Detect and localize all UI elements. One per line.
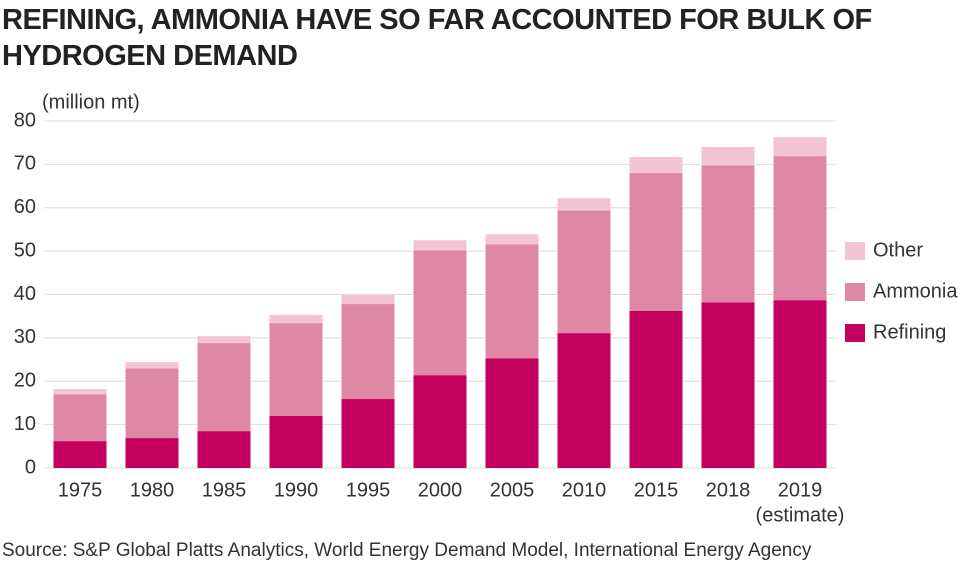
bar-segment — [413, 375, 467, 468]
bar-segment — [269, 314, 323, 324]
bar-segment — [557, 333, 611, 468]
x-tick-label: 2005 — [490, 479, 535, 501]
y-tick-label: 10 — [14, 413, 36, 435]
bar-segment — [485, 234, 539, 245]
bar-segment — [701, 302, 755, 468]
bar-segment — [485, 244, 539, 359]
bar-segment — [269, 323, 323, 416]
bar-segment — [53, 441, 107, 468]
x-tick-label: 1990 — [274, 479, 319, 501]
bar-segment — [341, 294, 395, 305]
bar-segment — [773, 156, 827, 301]
bar-segment — [413, 250, 467, 376]
bar-segment — [269, 415, 323, 468]
x-tick-label: 2019 — [778, 479, 823, 501]
bar-segment — [413, 240, 467, 251]
x-tick-label: 1995 — [346, 479, 391, 501]
x-tick-label: 2018 — [706, 479, 751, 501]
legend-label: Refining — [873, 321, 946, 343]
bar-segment — [125, 362, 179, 369]
legend-label: Other — [873, 239, 923, 261]
source-note: Source: S&P Global Platts Analytics, Wor… — [2, 540, 812, 561]
legend-swatch — [845, 324, 865, 342]
legend-swatch — [845, 283, 865, 301]
bar-segment — [125, 368, 179, 439]
bar-segment — [341, 399, 395, 468]
bar-segment — [557, 198, 611, 211]
y-tick-label: 60 — [14, 196, 36, 218]
x-tick-label: 2000 — [418, 479, 463, 501]
bar-segment — [197, 336, 251, 344]
bar-segment — [701, 147, 755, 166]
y-tick-label: 30 — [14, 326, 36, 348]
chart: (million mt) 0 10 20 30 40 50 60 70 80 1975 1980 19… — [14, 91, 959, 526]
bar-segment — [125, 438, 179, 468]
bar-segment — [197, 343, 251, 432]
y-tick-label: 40 — [14, 283, 36, 305]
bar-segment — [773, 137, 827, 157]
y-tick-label: 50 — [14, 239, 36, 261]
x-tick-label: 2010 — [562, 479, 607, 501]
x-tick-label: 1980 — [130, 479, 175, 501]
bar-segment — [53, 389, 107, 395]
bar-segment — [485, 358, 539, 468]
bar-segment — [629, 173, 683, 311]
chart-title: REFINING, AMMONIA HAVE SO FAR ACCOUNTED … — [2, 4, 872, 72]
y-tick-label: 0 — [25, 456, 36, 478]
y-tick-label: 20 — [14, 370, 36, 392]
y-tick-label: 70 — [14, 153, 36, 175]
bar-segment — [197, 431, 251, 468]
bar-segment — [557, 210, 611, 334]
bar-segment — [773, 300, 827, 468]
y-tick-label: 80 — [14, 109, 36, 131]
legend-label: Ammonia — [873, 280, 958, 302]
x-tick-label: 1975 — [58, 479, 103, 501]
bar-segment — [701, 165, 755, 303]
bar-segment — [629, 157, 683, 174]
x-tick-label: 2015 — [634, 479, 679, 501]
bar-segment — [53, 394, 107, 442]
bar-segment — [341, 304, 395, 400]
bar-segment — [629, 310, 683, 468]
x-tick-note: (estimate) — [756, 504, 845, 526]
x-tick-label: 1985 — [202, 479, 247, 501]
y-axis-label: (million mt) — [42, 91, 140, 113]
legend-swatch — [845, 242, 865, 260]
